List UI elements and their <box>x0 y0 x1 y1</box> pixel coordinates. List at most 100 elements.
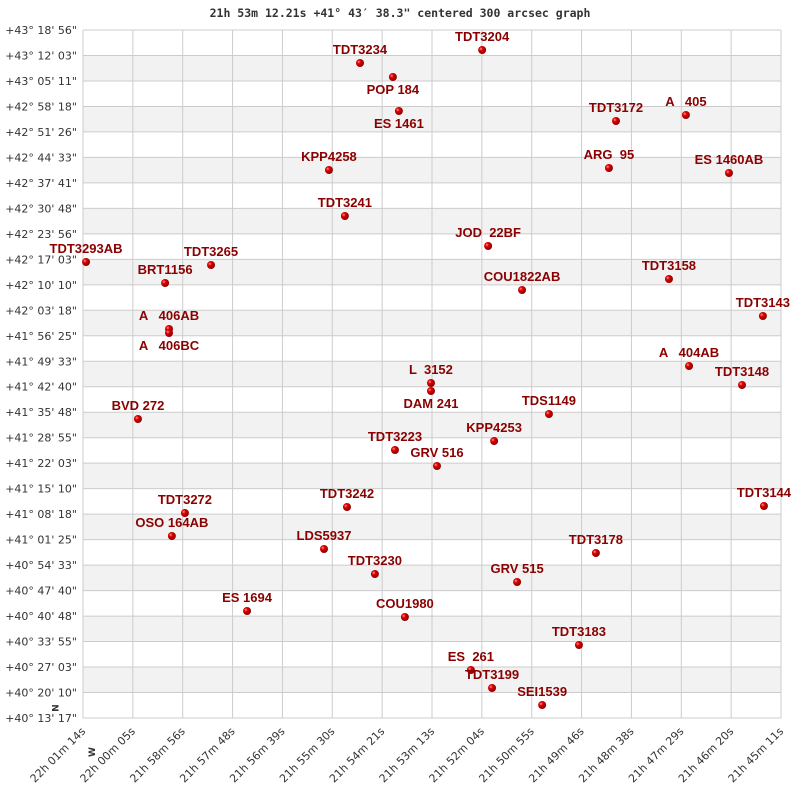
star-label: OSO 164AB <box>135 515 208 530</box>
star-dot <box>759 502 768 511</box>
y-tick-labels: +43° 18' 56" +43° 12' 03" +43° 05' 11" +42°… <box>5 24 77 725</box>
star-point: TDT3234 <box>333 42 388 68</box>
star-label: COU1980 <box>376 596 434 611</box>
star-dot <box>604 164 613 173</box>
star-label: JOD 22BF <box>455 225 521 240</box>
star-point: ES 1461 <box>374 106 424 131</box>
star-label: TDT3223 <box>368 429 422 444</box>
star-label: KPP4258 <box>301 149 357 164</box>
star-dot <box>180 508 189 517</box>
y-tick-label: +40° 54' 33" <box>5 559 77 572</box>
y-tick-label: +43° 05' 11" <box>5 75 77 88</box>
star-dot <box>724 169 733 178</box>
y-tick-label: +41° 15' 10" <box>5 483 77 496</box>
y-tick-label: +43° 12' 03" <box>5 49 77 62</box>
y-tick-label: +41° 42' 40" <box>5 381 77 394</box>
star-point: GRV 516 <box>410 445 464 471</box>
star-dot <box>400 613 409 622</box>
star-point: TDT3242 <box>320 486 374 512</box>
star-label: ARG 95 <box>584 147 635 162</box>
star-dot <box>394 106 403 115</box>
star-dot <box>390 445 399 454</box>
star-point: OSO 164AB <box>135 515 208 541</box>
star-dot <box>167 532 176 541</box>
star-label: TDT3178 <box>569 532 623 547</box>
star-label: KPP4253 <box>466 420 522 435</box>
star-point: TDT3241 <box>318 195 372 220</box>
y-tick-label: +43° 18' 56" <box>5 24 77 37</box>
y-tick-label: +42° 03' 18" <box>5 304 77 317</box>
y-tick-label: +41° 28' 55" <box>5 432 77 445</box>
star-dot <box>484 242 493 251</box>
star-dot <box>591 548 600 557</box>
star-dot <box>356 59 365 68</box>
star-point: ES 1460AB <box>695 152 763 178</box>
star-label: L 3152 <box>409 362 453 377</box>
star-label: TDT3199 <box>465 667 519 682</box>
star-point: TDT3148 <box>715 364 769 390</box>
star-dot <box>161 279 170 288</box>
star-point: COU1980 <box>376 596 434 622</box>
star-label: TDT3172 <box>589 100 643 115</box>
star-dot <box>432 462 441 471</box>
star-dot <box>478 46 487 55</box>
star-point: KPP4253 <box>466 420 522 445</box>
y-tick-label: +42° 51' 26" <box>5 126 77 139</box>
star-label: SEI1539 <box>517 684 567 699</box>
star-label: GRV 516 <box>410 445 463 460</box>
star-dot <box>370 570 379 579</box>
star-dot <box>488 684 497 693</box>
star-point: A 405 <box>665 94 707 119</box>
star-point: TDT3223 <box>368 429 422 454</box>
star-point: TDT3144 <box>737 485 792 511</box>
star-dot <box>340 211 349 220</box>
y-tick-label: +41° 56' 25" <box>5 330 77 343</box>
y-tick-label: +40° 20' 10" <box>5 687 77 700</box>
star-dot <box>664 275 673 284</box>
y-tick-label: +42° 17' 03" <box>5 253 77 266</box>
y-tick-label: +42° 58' 18" <box>5 100 77 113</box>
star-dot <box>324 166 333 175</box>
star-dot <box>207 260 216 269</box>
star-point: TDS1149 <box>522 393 576 418</box>
star-label: LDS5937 <box>297 528 352 543</box>
star-label: GRV 515 <box>490 561 543 576</box>
star-point: TDT3183 <box>552 624 606 649</box>
y-tick-label: +41° 49' 33" <box>5 355 77 368</box>
north-marker: N <box>49 704 59 712</box>
star-label: A 405 <box>665 94 706 109</box>
star-dot <box>574 640 583 649</box>
star-point: TDT3158 <box>642 258 696 284</box>
y-tick-label: +42° 10' 10" <box>5 279 77 292</box>
star-dot <box>544 409 553 418</box>
star-point: L 3152 <box>409 362 453 387</box>
star-point: LDS5937 <box>297 528 352 553</box>
star-label: A 406AB <box>139 308 199 323</box>
star-point: TDT3293AB <box>50 241 123 266</box>
y-tick-label: +40° 13' 17" <box>5 712 77 725</box>
star-point: TDT3143 <box>736 295 790 321</box>
star-dot <box>518 285 527 294</box>
star-point: BVD 272 <box>112 398 165 423</box>
y-tick-label: +41° 01' 25" <box>5 534 77 547</box>
star-dot <box>388 72 397 81</box>
star-dot <box>243 607 252 616</box>
star-point: JOD 22BF <box>455 225 521 251</box>
star-label: TDT3183 <box>552 624 606 639</box>
star-label: BVD 272 <box>112 398 165 413</box>
star-label: TDT3230 <box>348 553 402 568</box>
star-label: A 406BC <box>139 338 200 353</box>
star-point: DAM 241 <box>404 387 458 411</box>
y-tick-label: +41° 08' 18" <box>5 508 77 521</box>
star-label: TDT3241 <box>318 195 372 210</box>
star-point: POP 184 <box>367 72 420 97</box>
star-dot <box>738 381 747 390</box>
star-label: TDT3204 <box>455 29 510 44</box>
star-point: KPP4258 <box>301 149 357 175</box>
chart-title: 21h 53m 12.21s +41° 43′ 38.3" centered 3… <box>210 6 591 20</box>
star-point: ARG 95 <box>584 147 635 173</box>
star-label: TDT3144 <box>737 485 792 500</box>
star-point: TDT3204 <box>455 29 510 55</box>
